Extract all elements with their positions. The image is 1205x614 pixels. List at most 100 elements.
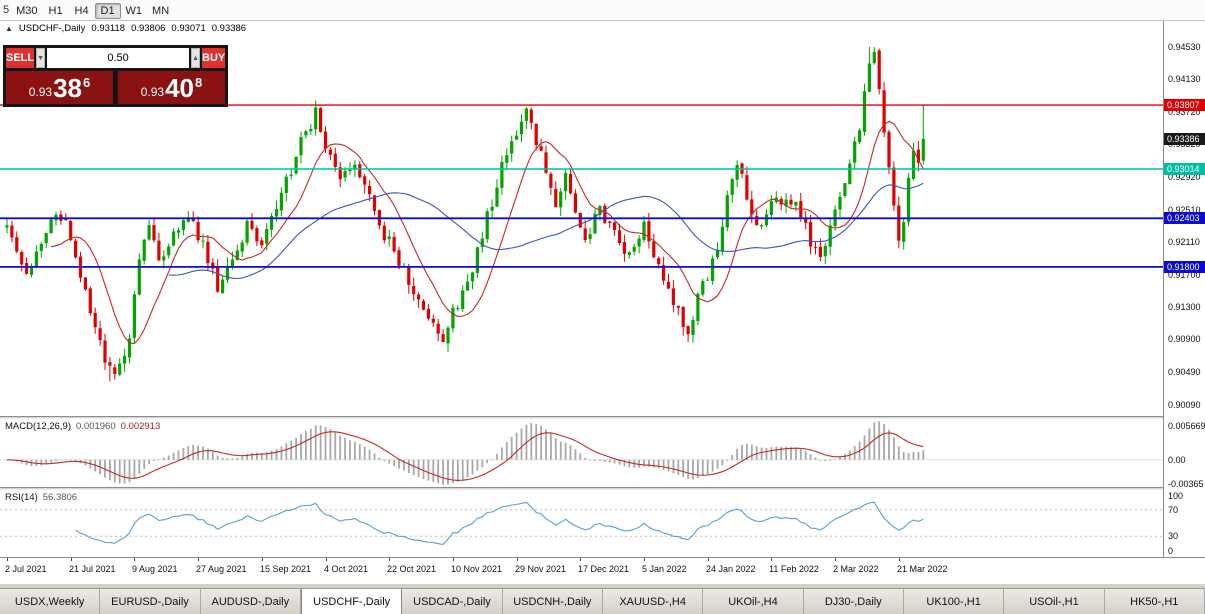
resistance-line-red-price-chip: 0.93807 [1164,99,1205,111]
price-axis-label: 0.92510 [1168,205,1201,215]
timeframe-button-w1[interactable]: W1 [125,5,143,17]
chart-tab-xauusd-h4[interactable]: XAUUSD-,H4 [602,589,704,614]
ohlc-low: 0.93071 [171,23,206,34]
price-axis-label: 0.90490 [1168,367,1201,377]
ohlc-close: 0.93386 [211,23,247,34]
chart-tab-usoil-h1[interactable]: USOil-,H1 [1004,589,1105,614]
chart-tab-usdcnh-daily[interactable]: USDCNH-,Daily [502,589,603,614]
time-axis-tick [389,558,390,561]
time-axis-label: 17 Dec 2021 [578,564,630,574]
timeframe-button-mn[interactable]: MN [152,5,170,17]
chart-ohlc-header: ▲ USDCHF-,Daily 0.93118 0.93806 0.93071 … [5,23,246,34]
time-axis-label: 22 Oct 2021 [387,564,437,574]
buy-button[interactable]: BUY [202,48,226,68]
buy-price-big: 40 [165,73,195,104]
panel-resize-divider-macd[interactable] [0,416,1205,419]
timeframe-button-group: M30 H1 H4 D1 W1 MN [11,1,174,19]
time-axis-tick [708,558,709,561]
price-axis-label: 0.90090 [1168,400,1201,410]
macd-value-signal: 0.002913 [120,421,161,432]
time-axis-label: 10 Nov 2021 [451,564,503,574]
timeframe-button-partial[interactable]: 5 [3,4,10,16]
time-axis-tick [71,558,72,561]
price-axis-label: 0.93720 [1168,107,1201,117]
current-bid-price-chip: 0.93386 [1164,133,1205,145]
sell-price-display[interactable]: 0.93 38 6 [6,71,113,104]
chart-tab-uk100-h1[interactable]: UK100-,H1 [903,589,1005,614]
panel-resize-divider-rsi[interactable] [0,487,1205,490]
time-axis-label: 4 Oct 2021 [324,564,369,574]
macd-axis-label: -0.00365 [1168,479,1204,489]
price-axis[interactable]: 0.945300.941300.937200.933200.929200.925… [1163,21,1205,557]
one-click-trade-panel: SELL ▼ ▲ BUY 0.93 38 6 0.93 40 8 [3,45,228,107]
price-axis-label: 0.94530 [1168,42,1201,52]
time-axis-tick [771,558,772,561]
rsi-indicator-chart[interactable] [0,490,1163,556]
chart-tab-usdx-weekly[interactable]: USDX,Weekly [0,589,101,614]
ohlc-open: 0.93118 [91,23,126,34]
time-axis-label: 27 Aug 2021 [196,564,247,574]
rsi-name: RSI(14) [5,492,38,503]
chart-tab-dj30-daily[interactable]: DJ30-,Daily [803,589,904,614]
price-axis-label: 0.92920 [1168,172,1201,182]
macd-label: MACD(12,26,9) 0.001960 0.002913 [5,421,160,432]
sell-price-prefix: 0.93 [28,85,53,99]
time-axis-tick [899,558,900,561]
time-axis-tick [580,558,581,561]
chart-tab-usdcad-daily[interactable]: USDCAD-,Daily [402,589,503,614]
sell-price-pip: 6 [83,75,91,90]
time-axis-tick [198,558,199,561]
time-axis-label: 9 Aug 2021 [132,564,178,574]
lot-increase-icon[interactable]: ▲ [191,48,200,68]
timeframe-button-h1[interactable]: H1 [48,5,63,17]
chart-tab-ukoil-h4[interactable]: UKOil-,H4 [703,589,804,614]
macd-axis-label: 0.005669 [1168,421,1205,431]
price-axis-label: 0.92110 [1168,237,1200,247]
timeframe-button-h4[interactable]: H4 [74,5,89,17]
time-axis-tick [262,558,263,561]
timeframe-button-m30[interactable]: M30 [16,5,38,17]
time-axis-label: 11 Feb 2022 [769,564,819,574]
time-axis-tick [835,558,836,561]
time-axis-label: 21 Mar 2022 [897,564,948,574]
macd-indicator-chart[interactable] [0,419,1163,487]
rsi-value: 56.3806 [42,492,78,503]
time-axis-label: 5 Jan 2022 [642,564,687,574]
lot-decrease-icon[interactable]: ▼ [36,48,46,68]
collapse-panel-icon[interactable]: ▲ [5,24,13,33]
chart-tab-hk50-h1[interactable]: HK50-,H1 [1104,589,1205,614]
rsi-label: RSI(14) 56.3806 [5,492,77,503]
time-axis-tick [453,558,454,561]
time-axis[interactable]: 2 Jul 2021 21 Jul 2021 9 Aug 2021 27 Aug 20… [0,557,1205,584]
main-price-chart[interactable] [0,21,1163,416]
rsi-axis-label: 0 [1168,546,1174,556]
time-axis-tick [326,558,327,561]
ohlc-high: 0.93806 [131,23,166,34]
support-line-blue-lower-price-chip: 0.91800 [1164,261,1205,273]
macd-axis-label: 0.00 [1168,455,1186,465]
time-axis-label: 24 Jan 2022 [706,564,756,574]
time-axis-label: 21 Jul 2021 [69,564,116,574]
time-axis-label: 2 Mar 2022 [833,564,879,574]
chart-tabs-bar: USDX,Weekly EURUSD-,Daily AUDUSD-,Daily USD… [0,588,1205,614]
time-axis-label: 15 Sep 2021 [260,564,312,574]
chart-plot-area[interactable]: ▲ USDCHF-,Daily 0.93118 0.93806 0.93071 … [0,21,1163,557]
timeframe-button-d1[interactable]: D1 [94,3,121,19]
rsi-axis-label: 70 [1168,505,1179,515]
buy-price-display[interactable]: 0.93 40 8 [118,71,225,104]
sell-button[interactable]: SELL [6,48,35,68]
time-axis-tick [644,558,645,561]
chart-tab-usdchf-daily[interactable]: USDCHF-,Daily [300,589,403,614]
chart-tab-audusd-daily[interactable]: AUDUSD-,Daily [200,589,301,614]
macd-name: MACD(12,26,9) [5,421,71,432]
timeframe-toolbar: 5 M30 H1 H4 D1 W1 MN [0,0,1205,21]
time-axis-tick [517,558,518,561]
price-axis-label: 0.94130 [1168,74,1201,84]
support-line-teal-price-chip: 0.93014 [1164,163,1205,175]
rsi-axis-label: 100 [1168,491,1184,501]
buy-price-pip: 8 [195,75,203,90]
price-axis-label: 0.91700 [1168,270,1201,280]
chart-tab-eurusd-daily[interactable]: EURUSD-,Daily [100,589,201,614]
lot-size-input[interactable] [47,48,190,68]
